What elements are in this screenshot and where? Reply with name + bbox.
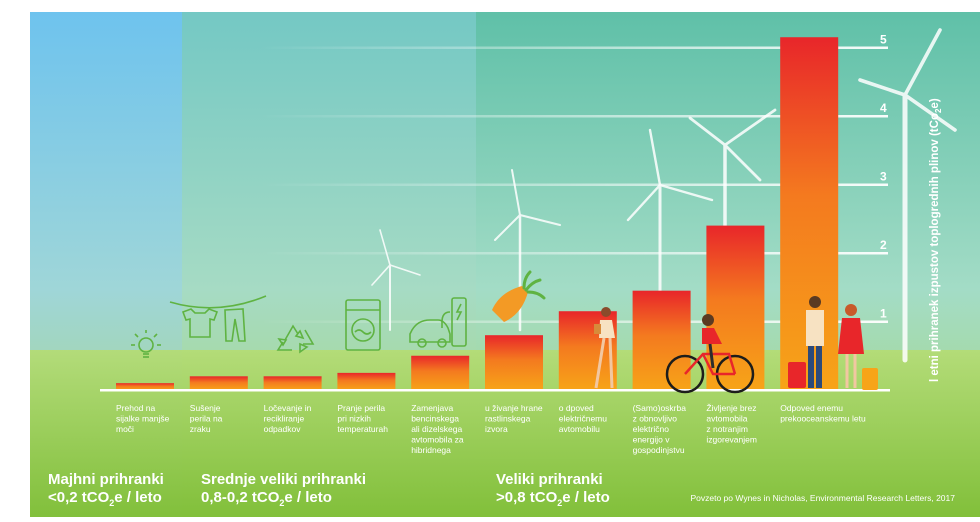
cyclist-icon (665, 314, 755, 394)
bulb-icon (131, 330, 161, 358)
bar (632, 290, 691, 390)
gridline-2 (260, 252, 888, 255)
category-label: Življenje brez avtomobila z notranjim izgor… (706, 403, 757, 445)
category-label: o dpoved električnemu avtomobilu (559, 403, 607, 434)
walking-woman-icon (594, 307, 615, 389)
category-label: Ločevanje in recikliranje odpadkov (264, 403, 312, 434)
category-label: Zamenjava bencinskega ali dizelskega avtomo… (411, 403, 464, 455)
recycle-icon (276, 324, 315, 354)
group-small-range: <0,2 tCO2e / leto (48, 489, 162, 508)
category-label: Sušenje perila na zraku (190, 403, 223, 434)
category-label: Odpoved enemu prekooceanskemu letu (780, 403, 866, 424)
gridline-4 (260, 115, 888, 118)
y-tick-label: 4 (880, 101, 887, 115)
y-axis-label: l etni prihranek izpustov toplogrednih p… (929, 98, 943, 382)
source-note: Povzeto po Wynes in Nicholas, Environmen… (690, 493, 955, 503)
group-small-title: Majhni prihranki (48, 471, 164, 488)
bar (189, 376, 248, 390)
group-small: Majhni prihranki <0,2 tCO2e / leto (48, 471, 164, 508)
bar (485, 335, 543, 390)
category-label: Prehod na sijalke manjše moči (116, 403, 170, 434)
group-medium-range: 0,8-0,2 tCO2e / leto (201, 489, 332, 508)
group-large-title: Veliki prihranki (496, 471, 603, 488)
category-label: (Samo)oskrba z obnovljivo električno energi… (633, 403, 687, 455)
y-tick-label: 2 (880, 238, 887, 252)
category-labels: Prehod na sijalke manjše moči Sušenje perila… (116, 403, 866, 455)
clothesline-icon (169, 295, 267, 342)
y-axis: 1 2 3 4 5 (880, 33, 887, 321)
bar (263, 376, 322, 390)
group-medium: Srednje veliki prihranki 0,8-0,2 tCO2e /… (201, 471, 366, 508)
bar (411, 355, 470, 390)
group-large: Veliki prihranki >0,8 tCO2e / leto (496, 471, 610, 508)
baseline-line (100, 389, 890, 392)
y-tick-label: 3 (880, 170, 887, 184)
car-charger-icon (409, 297, 467, 348)
washing-machine-icon (345, 299, 381, 351)
y-tick-label: 5 (880, 33, 887, 47)
y-tick-label: 1 (880, 307, 887, 321)
bar (337, 372, 396, 390)
gridline-5 (260, 46, 888, 49)
category-label: Pranje perila pri nizkih temperaturah (337, 403, 388, 434)
group-large-range: >0,8 tCO2e / leto (496, 489, 610, 508)
bar (706, 225, 765, 390)
gridline-3 (260, 183, 888, 186)
group-medium-title: Srednje veliki prihranki (201, 471, 366, 488)
carrot-icon (492, 270, 546, 322)
bars (116, 37, 839, 390)
travelers-icon (788, 296, 878, 390)
bar (116, 383, 174, 390)
category-label: u živanje hrane rastlinskega izvora (485, 403, 543, 434)
baseline (100, 389, 890, 392)
